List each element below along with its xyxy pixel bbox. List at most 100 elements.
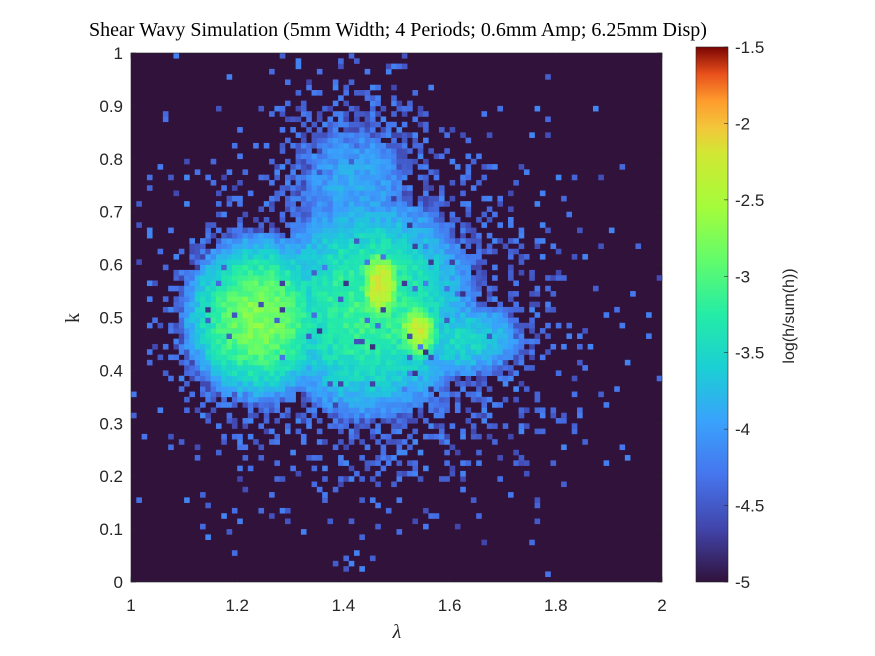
heatmap-cell — [465, 322, 472, 329]
heatmap-cell — [359, 402, 365, 408]
heatmap-cell — [481, 407, 488, 414]
heatmap-cell — [518, 322, 525, 329]
heatmap-cell — [274, 227, 280, 234]
heatmap-cell — [423, 391, 429, 398]
heatmap-cell — [295, 418, 302, 424]
heatmap-cell — [316, 370, 323, 376]
heatmap-cell — [215, 243, 222, 250]
heatmap-cell — [300, 174, 307, 181]
heatmap-cell — [518, 227, 525, 234]
heatmap-cell — [173, 254, 180, 260]
heatmap-cell — [279, 216, 286, 223]
heatmap-cell — [449, 285, 456, 292]
heatmap-cell — [284, 259, 291, 265]
heatmap-cell — [481, 195, 488, 202]
heatmap-cell — [306, 269, 312, 276]
heatmap-cell — [189, 291, 196, 297]
heatmap-cell — [348, 79, 355, 86]
heatmap-cell — [231, 354, 238, 361]
heatmap-cell — [231, 269, 238, 276]
heatmap-cell — [476, 280, 482, 287]
heatmap-cell — [295, 365, 302, 371]
heatmap-cell — [375, 254, 381, 260]
heatmap-cell — [369, 142, 376, 149]
heatmap-cell — [460, 460, 466, 466]
heatmap-cell — [502, 354, 509, 361]
heatmap-cell — [465, 169, 472, 175]
heatmap-cell — [438, 322, 445, 329]
heatmap-cell — [348, 269, 355, 276]
heatmap-cell — [338, 460, 344, 466]
heatmap-cell — [290, 391, 296, 398]
heatmap-cell — [311, 90, 318, 96]
heatmap-cell — [407, 460, 413, 466]
heatmap-cell — [438, 269, 445, 276]
heatmap-cell — [454, 306, 461, 313]
heatmap-cell — [561, 195, 567, 202]
heatmap-cell — [391, 264, 397, 271]
heatmap-cell — [231, 550, 238, 556]
heatmap-cell — [173, 275, 180, 281]
heatmap-cell — [290, 238, 296, 244]
heatmap-cell — [401, 227, 408, 234]
heatmap-cell — [438, 407, 445, 414]
heatmap-cell — [263, 275, 270, 281]
heatmap-cell — [460, 264, 466, 271]
heatmap-cell — [205, 412, 211, 419]
heatmap-cell — [290, 380, 296, 387]
heatmap-cell — [263, 349, 270, 355]
heatmap-cell — [327, 190, 334, 197]
heatmap-cell — [338, 291, 344, 297]
heatmap-cell — [433, 201, 440, 207]
heatmap-cell — [258, 243, 265, 250]
heatmap-cell — [369, 169, 376, 175]
heatmap-cell — [423, 238, 429, 244]
heatmap-cell — [343, 116, 350, 123]
heatmap-cell — [412, 116, 419, 123]
heatmap-cell — [391, 280, 397, 287]
heatmap-cell — [348, 254, 355, 260]
heatmap-cell — [401, 407, 408, 414]
heatmap-cell — [162, 296, 169, 302]
heatmap-cell — [332, 291, 339, 297]
heatmap-cell — [284, 518, 291, 525]
heatmap-cell — [327, 142, 334, 149]
heatmap-cell — [295, 227, 302, 234]
heatmap-cell — [258, 301, 265, 308]
heatmap-cell — [359, 158, 365, 165]
heatmap-cell — [200, 238, 206, 244]
heatmap-cell — [423, 328, 429, 334]
heatmap-cell — [242, 285, 249, 292]
heatmap-cell — [343, 185, 350, 191]
heatmap-cell — [215, 269, 222, 276]
heatmap-cell — [226, 359, 233, 366]
heatmap-cell — [284, 407, 291, 414]
heatmap-cell — [247, 296, 254, 302]
heatmap-cell — [354, 343, 360, 350]
heatmap-cell — [258, 365, 265, 371]
heatmap-cell — [476, 285, 482, 292]
heatmap-cell — [624, 455, 631, 461]
heatmap-cell — [401, 201, 408, 207]
heatmap-cell — [184, 328, 190, 334]
heatmap-cell — [338, 269, 344, 276]
heatmap-cell — [460, 333, 466, 339]
heatmap-cell — [359, 121, 365, 128]
heatmap-cell — [364, 195, 371, 202]
heatmap-cell — [454, 343, 461, 350]
heatmap-cell — [327, 164, 334, 170]
heatmap-cell — [454, 322, 461, 329]
heatmap-cell — [508, 269, 514, 276]
heatmap-cell — [279, 338, 286, 345]
heatmap-cell — [274, 317, 280, 324]
heatmap-cell — [508, 190, 514, 197]
heatmap-cell — [438, 301, 445, 308]
heatmap-cell — [465, 211, 472, 218]
heatmap-cell — [433, 243, 440, 250]
heatmap-cell — [359, 534, 365, 540]
heatmap-cell — [529, 275, 535, 281]
heatmap-cell — [385, 148, 392, 154]
heatmap-cell — [359, 317, 365, 324]
heatmap-cell — [433, 317, 440, 324]
heatmap-cell — [401, 206, 408, 212]
